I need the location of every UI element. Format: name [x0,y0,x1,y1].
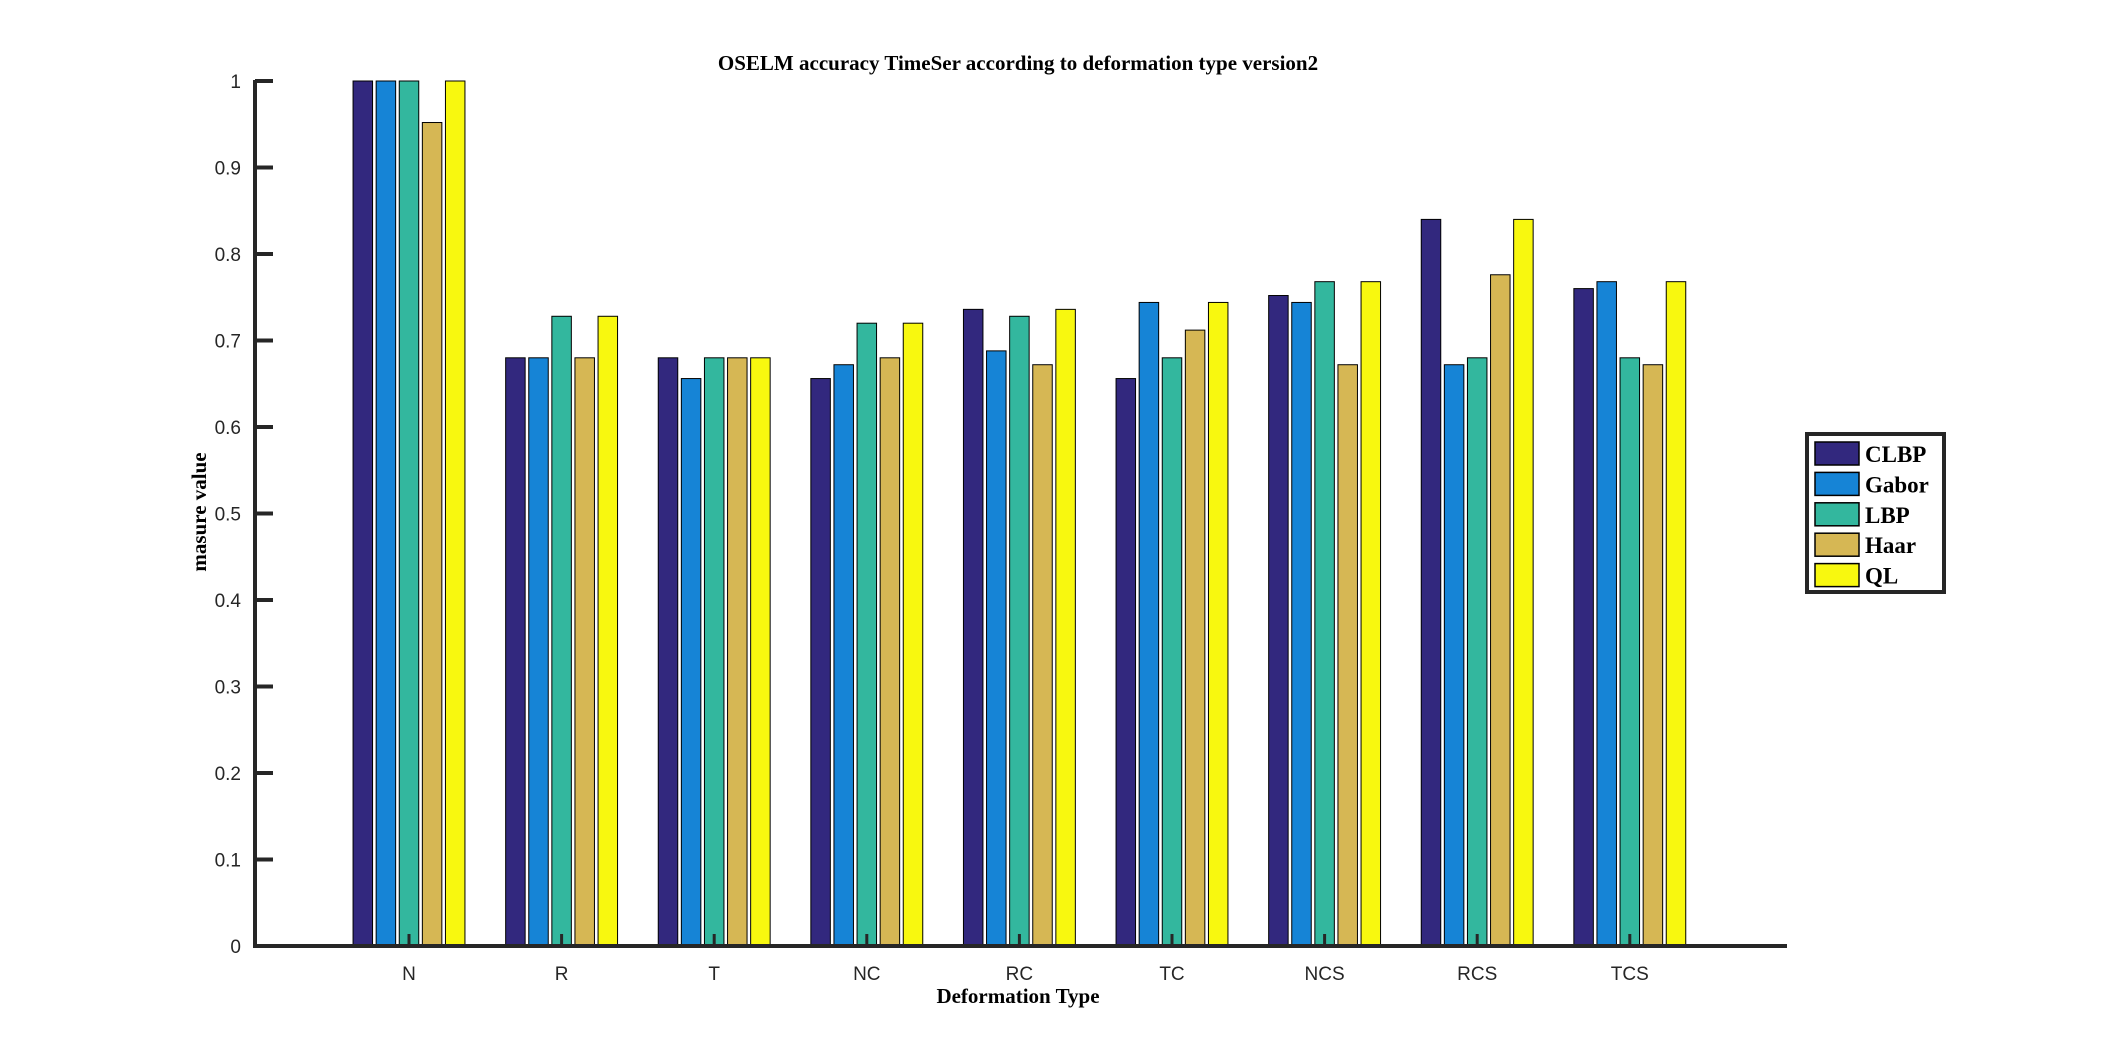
legend-swatch-gabor [1814,471,1860,497]
y-tick-label: 0.8 [215,245,241,266]
legend-swatch-haar [1814,532,1860,557]
y-tick-label: 0.4 [215,591,242,612]
bar-gabor-ncs [1291,301,1312,947]
legend-swatch-lbp [1814,502,1860,527]
bar-gabor-t [680,378,702,947]
bar-haar-rc [1032,364,1053,947]
bar-clbp-t [657,357,679,947]
bars-group [352,80,1687,947]
bar-lbp-t [703,357,725,947]
bar-clbp-ncs [1268,295,1289,947]
x-tick-label: R [555,964,569,985]
bar-lbp-rc [1009,315,1030,947]
x-tick-label: NCS [1305,964,1345,985]
bar-haar-tcs [1642,364,1664,947]
bar-ql-n [444,80,466,947]
bar-lbp-n [398,80,420,947]
bar-haar-nc [879,357,901,947]
y-tick-label: 0.1 [215,851,241,872]
legend-swatch-clbp [1814,441,1860,466]
bar-gabor-n [375,80,397,947]
bar-ql-tc [1207,301,1229,947]
y-tick-label: 0 [230,937,241,958]
bar-clbp-nc [810,378,831,947]
bar-lbp-ncs [1314,281,1335,947]
bar-gabor-rc [986,350,1007,947]
y-tick-label: 0.5 [215,505,241,526]
x-tick-label: NC [853,964,880,985]
y-tick-label: 0.2 [215,764,241,785]
bar-lbp-r [551,315,572,947]
bar-clbp-n [352,80,374,947]
bar-ql-rc [1055,308,1076,947]
bar-haar-tc [1184,329,1206,947]
y-tick-label: 0.9 [215,159,241,180]
y-axis: 0 0.1 0.2 0.3 0.4 0.5 0.6 0.7 0.8 0.9 1 [215,72,273,958]
bar-lbp-nc [856,322,878,947]
bar-ql-rcs [1513,218,1534,947]
x-tick-label: N [402,964,416,985]
bar-clbp-r [505,357,526,947]
bar-ql-ncs [1360,281,1382,947]
legend-swatch-ql [1814,562,1860,588]
bar-ql-nc [902,322,924,947]
bar-haar-t [727,357,748,947]
bar-haar-rcs [1490,274,1511,947]
y-tick-label: 0.3 [215,678,241,699]
y-axis-label: masure value [187,452,211,571]
legend-label-lbp: LBP [1865,503,1910,528]
bar-clbp-tcs [1573,288,1594,947]
bar-haar-ncs [1337,364,1358,947]
legend-label-gabor: Gabor [1865,472,1929,497]
legend-label-clbp: CLBP [1865,442,1926,467]
x-tick-label: T [708,964,720,985]
bar-gabor-nc [833,364,854,947]
legend: CLBP Gabor LBP Haar QL [1805,432,1946,594]
bar-ql-r [597,315,619,947]
bar-gabor-tc [1138,301,1160,947]
bar-lbp-rcs [1466,357,1488,947]
bar-clbp-rcs [1420,218,1442,947]
bar-gabor-tcs [1596,281,1617,947]
bar-haar-r [574,357,595,947]
y-tick-label: 0.6 [215,418,241,439]
bar-clbp-rc [962,308,984,947]
bar-gabor-r [528,357,549,947]
bar-ql-t [750,357,771,947]
legend-label-ql: QL [1865,564,1898,589]
bar-lbp-tc [1161,357,1183,947]
x-tick-label: RCS [1457,964,1497,985]
chart-title: OSELM accuracy TimeSer according to defo… [718,51,1318,75]
bar-clbp-tc [1115,378,1137,947]
x-tick-label: TCS [1611,964,1649,985]
bar-lbp-tcs [1619,357,1641,947]
x-axis-label: Deformation Type [936,984,1099,1008]
x-tick-label: RC [1006,964,1033,985]
bar-haar-n [421,122,443,947]
x-tick-label: TC [1159,964,1184,985]
y-tick-label: 0.7 [215,332,241,353]
bar-gabor-rcs [1443,364,1465,947]
y-tick-label: 1 [230,72,241,93]
legend-label-haar: Haar [1865,533,1916,558]
bar-ql-tcs [1665,281,1687,947]
x-axis: N R T NC RC TC NCS RCS TCS [253,934,1787,985]
